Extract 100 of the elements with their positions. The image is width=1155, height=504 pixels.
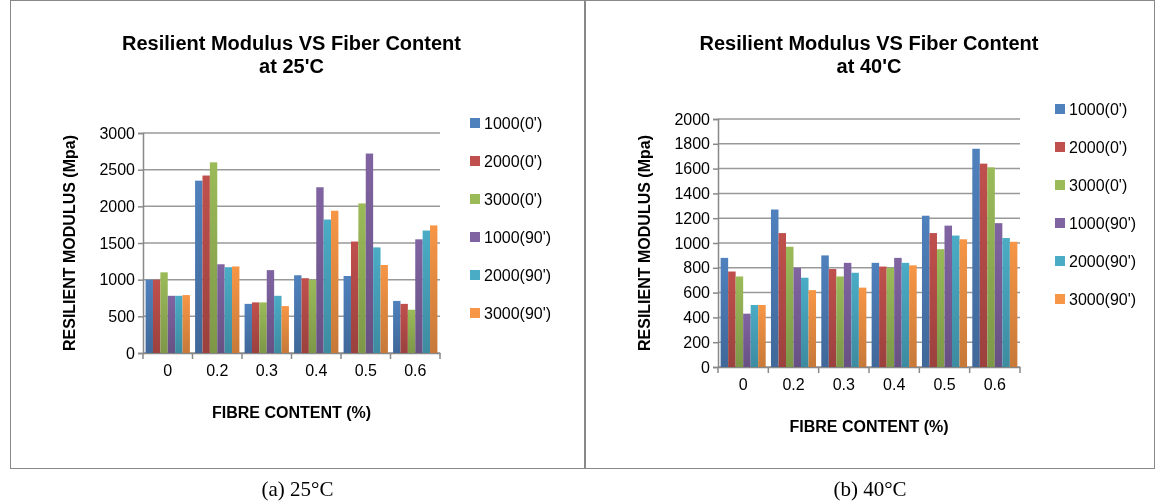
text: (b) 40°C — [833, 477, 907, 501]
bar — [944, 225, 953, 367]
chart-title: Resilient Modulus VS Fiber Content at 40'C — [699, 32, 1039, 77]
x-tick-label: 0.5 — [354, 362, 377, 380]
bar — [224, 267, 233, 353]
x-tick-label: 0 — [163, 362, 173, 380]
bar — [921, 215, 930, 367]
bar — [909, 265, 917, 367]
legend-label: 3000(0') — [1069, 177, 1128, 194]
bar — [979, 163, 988, 367]
bar — [195, 180, 203, 353]
bar — [743, 313, 751, 367]
text: (a) 25°C — [261, 477, 334, 501]
x-tick-label: 0.2 — [206, 362, 229, 380]
bar — [175, 295, 183, 353]
y-tick-label: 1800 — [674, 135, 711, 153]
x-tick-label: 0.6 — [404, 362, 427, 380]
y-axis-title: RESILIENT MODULUS (Mpa) — [61, 135, 78, 351]
bar — [972, 148, 980, 367]
x-tick-label: 0.6 — [983, 376, 1007, 394]
bar — [728, 271, 736, 367]
bar — [843, 262, 852, 367]
bar — [343, 276, 351, 353]
bar — [758, 305, 766, 367]
x-tick-label: 0.5 — [933, 376, 956, 394]
bar — [232, 266, 240, 353]
bar — [415, 239, 423, 353]
legend-label: 2000(0') — [484, 153, 543, 170]
bar — [407, 309, 416, 353]
y-axis-title: RESILIENT MODULUS (Mpa) — [636, 135, 653, 351]
bar — [901, 262, 910, 367]
legend-label: 1000(0') — [484, 115, 543, 132]
y-tick-label: 3000 — [99, 124, 136, 142]
y-tick-label: 1200 — [674, 209, 711, 227]
bar — [987, 167, 995, 367]
chart-title: Resilient Modulus VS Fiber Content at 25'C — [122, 32, 462, 77]
bar — [430, 225, 438, 353]
legend-label: 2000(90') — [484, 267, 552, 284]
bar — [152, 279, 161, 353]
x-axis-title: FIBRE CONTENT (%) — [211, 404, 372, 421]
bar — [160, 272, 168, 353]
bar — [851, 272, 859, 367]
bar — [422, 230, 431, 353]
bar — [365, 153, 374, 353]
bar — [994, 223, 1003, 367]
bar — [281, 306, 289, 353]
bar — [209, 162, 218, 353]
y-tick-label: 500 — [108, 307, 136, 325]
y-tick-label: 1500 — [99, 234, 136, 252]
bar — [952, 235, 960, 367]
bar — [331, 210, 339, 353]
x-tick-label: 0.3 — [255, 362, 278, 380]
bar — [350, 241, 359, 353]
bar — [294, 275, 302, 353]
bar — [720, 257, 729, 367]
bar — [821, 255, 829, 367]
x-tick-label: 0.4 — [305, 362, 328, 380]
bar — [400, 303, 408, 353]
bar — [259, 302, 267, 353]
bar — [793, 267, 802, 367]
bar — [894, 257, 902, 367]
bar — [308, 279, 317, 353]
bar — [936, 249, 945, 367]
bar — [323, 219, 332, 353]
bar — [266, 270, 275, 353]
bar — [735, 276, 744, 367]
bar — [778, 233, 786, 367]
legend-label: 1000(0') — [1069, 101, 1128, 118]
x-tick-label: 0.3 — [832, 376, 856, 394]
legend-label: 1000(90') — [1069, 215, 1137, 232]
bar — [959, 239, 968, 367]
bar — [828, 269, 837, 367]
bar — [393, 300, 401, 353]
y-tick-label: 200 — [683, 333, 711, 351]
bar — [770, 209, 779, 367]
x-tick-label: 0 — [738, 376, 748, 394]
bar — [244, 303, 252, 353]
legend-label: 3000(0') — [484, 191, 543, 208]
bar — [182, 295, 190, 353]
bar — [380, 265, 388, 353]
bar — [358, 203, 366, 353]
x-tick-label: 0.2 — [782, 376, 805, 394]
y-tick-label: 0 — [126, 344, 136, 362]
legend-label: 3000(90') — [484, 305, 552, 322]
bar — [929, 233, 937, 367]
bar — [251, 302, 260, 353]
bar — [316, 187, 324, 353]
bar — [145, 279, 153, 353]
bar — [167, 295, 176, 353]
bar — [836, 276, 844, 367]
bar — [808, 290, 817, 367]
bar — [801, 277, 809, 367]
x-axis-title: FIBRE CONTENT (%) — [789, 418, 949, 435]
legend-label: 2000(0') — [1069, 139, 1128, 156]
y-tick-label: 1000 — [674, 234, 711, 252]
bar — [871, 262, 880, 367]
legend-label: 1000(90') — [484, 229, 552, 246]
bar — [886, 267, 895, 367]
bar — [274, 295, 282, 353]
bar — [301, 278, 309, 353]
